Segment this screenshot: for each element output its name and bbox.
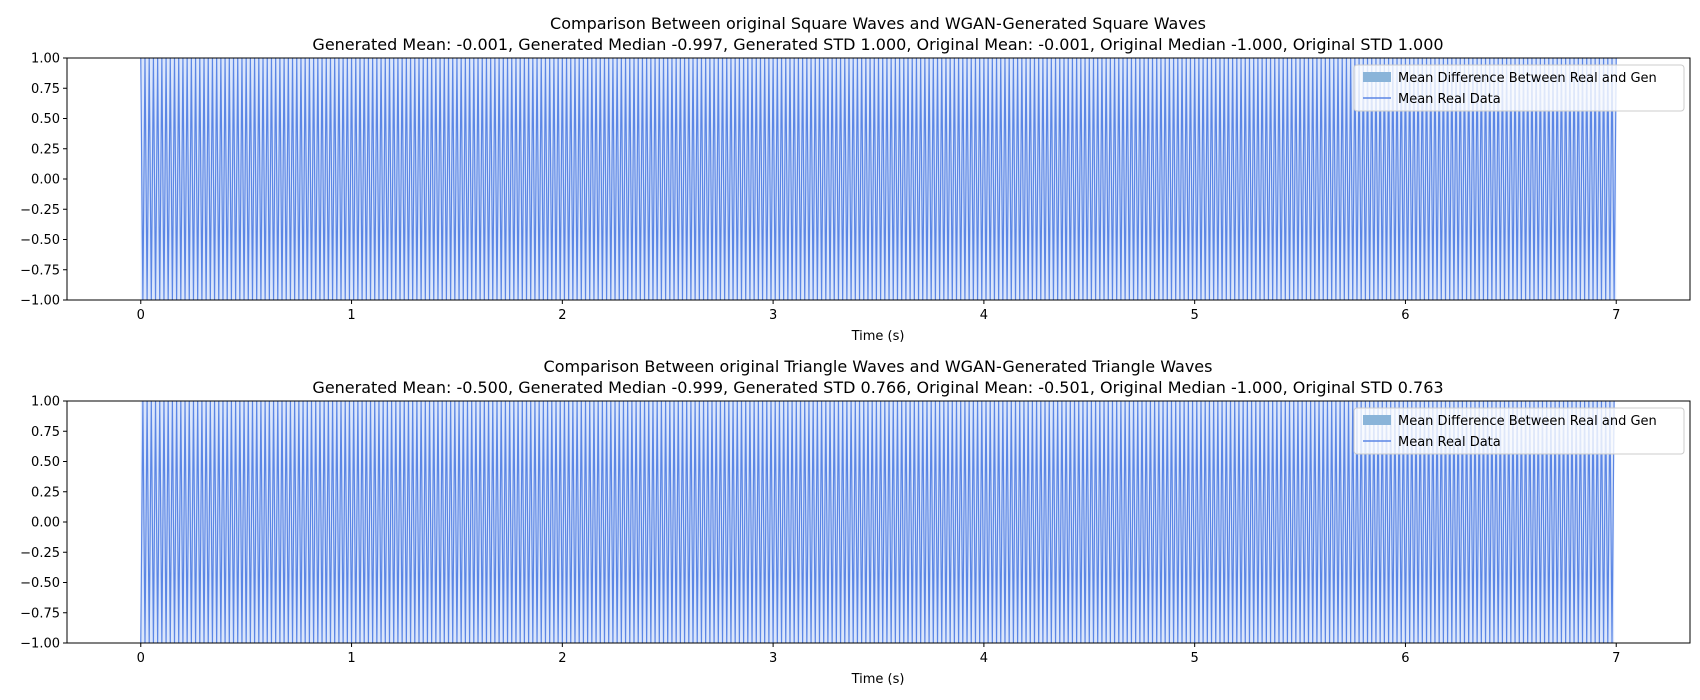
chart-1-y-tick-label: 1.00 [31, 52, 60, 67]
chart-2-y-axis: 1.00 0.75 0.50 0.25 0.00 −0.25 −0.50 −0.75 −1.00 [20, 395, 67, 652]
chart-1-x-axis: 0 1 2 3 4 5 6 7 [137, 300, 1620, 323]
chart-1-legend-label-mean-real-data: Mean Real Data [1398, 92, 1501, 107]
chart-1-title-line-1: Comparison Between original Square Waves… [550, 14, 1206, 33]
chart-2-y-tick-label: −0.25 [20, 546, 60, 561]
chart-2-x-tick-label: 4 [980, 651, 988, 666]
chart-2-x-tick-label: 0 [137, 651, 145, 666]
chart-2-series-mean-real-data [140, 401, 1615, 643]
chart-1-legend-label-mean-difference: Mean Difference Between Real and Gen [1398, 71, 1657, 86]
chart-2-x-axis-label: Time (s) [851, 672, 905, 687]
chart-1-title-line-2: Generated Mean: -0.001, Generated Median… [312, 35, 1443, 54]
chart-1-y-tick-label: 0.75 [31, 82, 60, 97]
chart-1-legend-patch-mean-difference [1363, 72, 1391, 82]
chart-1-x-tick-label: 0 [137, 308, 145, 323]
chart-2-legend-label-mean-real-data: Mean Real Data [1398, 435, 1501, 450]
chart-2-y-tick-label: −0.50 [20, 576, 60, 591]
chart-1-x-tick-label: 4 [980, 308, 988, 323]
chart-2-y-tick-label: −0.75 [20, 606, 60, 621]
chart-1-y-tick-label: −0.50 [20, 233, 60, 248]
chart-1-x-tick-label: 6 [1401, 308, 1409, 323]
chart-1-y-tick-label: −0.25 [20, 203, 60, 218]
chart-2-x-tick-label: 5 [1191, 651, 1199, 666]
chart-2-title-line-1: Comparison Between original Triangle Wav… [544, 357, 1213, 376]
chart-1-x-tick-label: 1 [347, 308, 355, 323]
chart-2-x-axis: 0 1 2 3 4 5 6 7 [137, 643, 1620, 666]
chart-1-x-axis-label: Time (s) [851, 329, 905, 344]
chart-2-plot-area [140, 401, 1615, 643]
chart-1-x-tick-label: 5 [1191, 308, 1199, 323]
chart-2-y-tick-label: 0.00 [31, 516, 60, 531]
subplot-triangle-waves: Comparison Between original Triangle Wav… [20, 357, 1691, 687]
chart-2-legend-box [1353, 407, 1685, 455]
chart-1-axes-frame [66, 57, 1691, 301]
chart-2-legend-label-mean-difference: Mean Difference Between Real and Gen [1398, 414, 1657, 429]
chart-2-title-line-2: Generated Mean: -0.500, Generated Median… [312, 378, 1443, 397]
chart-1-series-mean-real-data [140, 58, 1617, 300]
chart-2-y-tick-label: 0.25 [31, 485, 60, 500]
chart-2-x-tick-label: 3 [769, 651, 777, 666]
chart-1-x-tick-label: 7 [1612, 308, 1620, 323]
chart-2-y-tick-label: 0.50 [31, 455, 60, 470]
chart-2-legend-patch-mean-difference [1363, 415, 1391, 425]
chart-2-x-tick-label: 7 [1612, 651, 1620, 666]
chart-1-y-tick-label: 0.00 [31, 173, 60, 188]
chart-2-x-tick-label: 6 [1401, 651, 1409, 666]
chart-1-y-tick-label: 0.25 [31, 142, 60, 157]
chart-2-x-tick-label: 1 [347, 651, 355, 666]
chart-1-x-tick-label: 3 [769, 308, 777, 323]
chart-2-y-tick-label: 1.00 [31, 395, 60, 410]
chart-1-y-tick-label: −1.00 [20, 294, 60, 309]
chart-1-legend-box [1353, 64, 1685, 112]
chart-1-x-tick-label: 2 [558, 308, 566, 323]
chart-1-y-tick-label: −0.75 [20, 263, 60, 278]
chart-2-axes-frame [66, 400, 1691, 644]
subplot-square-waves: Comparison Between original Square Waves… [20, 14, 1691, 344]
chart-2-x-tick-label: 2 [558, 651, 566, 666]
chart-1-y-tick-label: 0.50 [31, 112, 60, 127]
chart-2-y-tick-label: −1.00 [20, 637, 60, 652]
chart-2-legend: Mean Difference Between Real and Gen Mea… [1353, 407, 1685, 455]
chart-1-y-axis: 1.00 0.75 0.50 0.25 0.00 −0.25 −0.50 −0.75 −1.00 [20, 52, 67, 309]
chart-2-y-tick-label: 0.75 [31, 425, 60, 440]
chart-1-legend: Mean Difference Between Real and Gen Mea… [1353, 64, 1685, 112]
